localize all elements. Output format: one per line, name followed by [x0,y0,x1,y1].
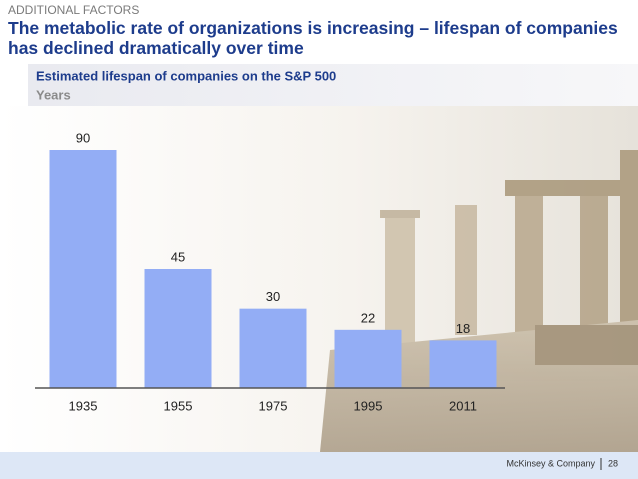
bar [144,269,212,388]
value-label: 30 [266,289,280,304]
chart-subtitle: Years [36,87,71,102]
footer-page: 28 [608,458,618,468]
x-tick-label: 2011 [449,398,477,413]
chart-header-box [28,64,638,106]
x-tick-label: 1955 [164,398,193,413]
bar [49,150,117,388]
kicker: ADDITIONAL FACTORS [8,3,140,17]
x-tick-label: 1995 [354,398,383,413]
slide-title: The metabolic rate of organizations is i… [8,18,618,58]
value-label: 22 [361,310,375,325]
chart-title: Estimated lifespan of companies on the S… [36,68,336,83]
bar [239,308,307,388]
value-label: 90 [76,130,90,145]
x-tick-label: 1975 [259,398,288,413]
bar [429,340,497,388]
footer-band [0,452,638,479]
footer-company: McKinsey & Company [506,458,595,468]
value-label: 18 [456,321,470,336]
value-label: 45 [171,249,185,264]
x-tick-label: 1935 [69,398,98,413]
bar [334,329,402,388]
